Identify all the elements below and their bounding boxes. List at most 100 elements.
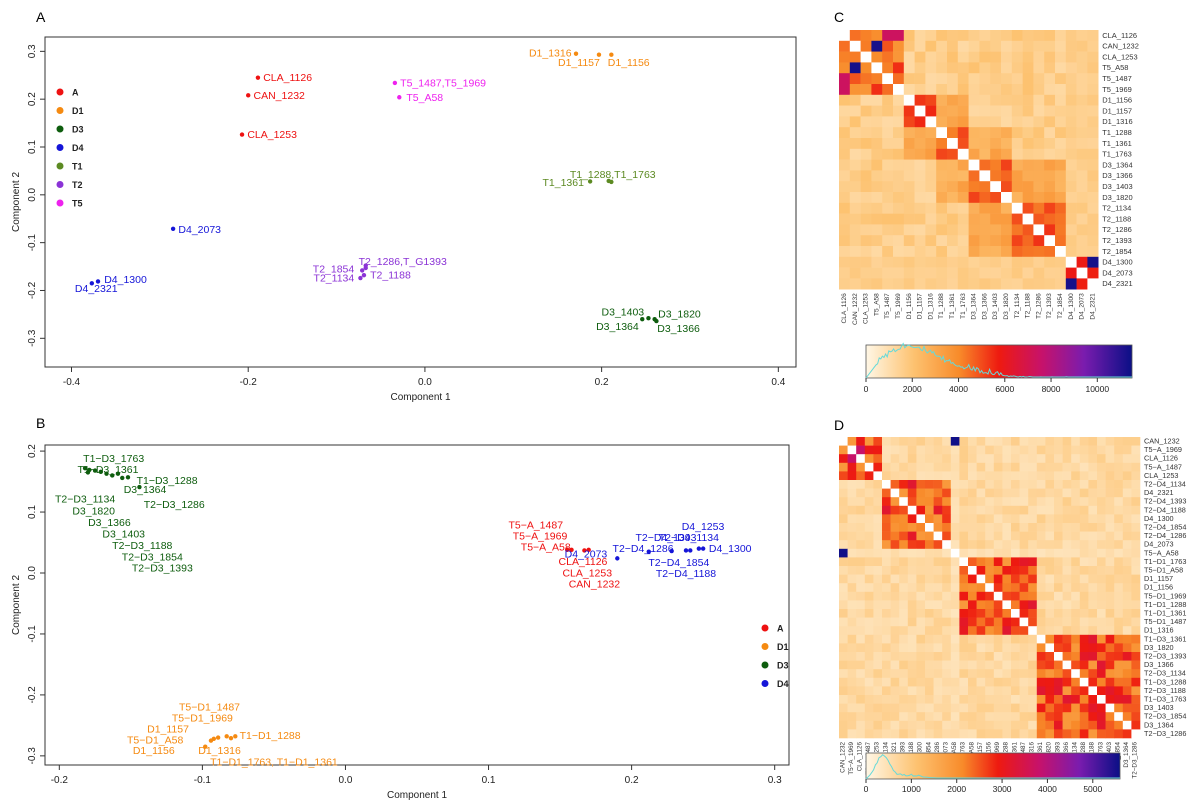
heatmap-cell (968, 256, 980, 268)
heatmap-cell (993, 523, 1003, 532)
heatmap-cell (873, 729, 883, 739)
heatmap-cell (1011, 224, 1023, 236)
heatmap-cell (847, 497, 857, 507)
heatmap-cell (936, 246, 948, 258)
heatmap-cell (942, 497, 952, 507)
heatmap-cell (1045, 574, 1055, 584)
x-axis-label: Component 1 (387, 790, 447, 801)
heatmap-cell (882, 105, 894, 117)
heatmap-cell (856, 548, 866, 558)
heatmap-cell (1079, 591, 1089, 601)
heatmap-cell (976, 480, 986, 489)
row-label: T5−A_A58 (1144, 548, 1179, 557)
heatmap-cell (864, 669, 874, 679)
heatmap-cell (1087, 213, 1099, 225)
data-point-d4 (95, 279, 101, 284)
heatmap-cell (1114, 695, 1124, 704)
heatmap-cell (1002, 437, 1012, 446)
heatmap-cell (882, 267, 894, 279)
heatmap-cell (1011, 617, 1020, 627)
heatmap-cell (882, 62, 894, 74)
heatmap-cell (993, 643, 1003, 653)
heatmap-cell (1114, 454, 1124, 464)
heatmap-cell (1088, 574, 1098, 584)
heatmap-cell (873, 540, 883, 550)
heatmap-cell (1036, 557, 1046, 567)
heatmap-cell (893, 278, 905, 290)
heatmap-cell (933, 626, 943, 636)
heatmap-cell (1079, 609, 1089, 618)
heatmap-cell (860, 94, 872, 106)
heatmap-cell (860, 213, 872, 225)
heatmap-cell (985, 437, 995, 446)
heatmap-cell (847, 557, 857, 567)
heatmap-cell (1011, 729, 1020, 739)
heatmap-cell (839, 660, 848, 670)
heatmap-cell (947, 224, 959, 236)
heatmap-cell (1079, 703, 1089, 713)
colorbar-tick-label: 8000 (1042, 384, 1061, 394)
heatmap-cell (899, 617, 909, 627)
heatmap-cell (968, 267, 980, 279)
heatmap-cell (1071, 548, 1081, 558)
heatmap-cell (1036, 454, 1046, 464)
data-point-t1 (587, 179, 593, 184)
heatmap-cell (873, 497, 883, 507)
heatmap-cell (1131, 600, 1141, 610)
heatmap-cell (993, 531, 1003, 541)
heatmap-cell (882, 213, 894, 225)
heatmap-cell (925, 84, 937, 96)
heatmap-cell (979, 246, 991, 258)
x-tick-label: -0.2 (51, 775, 69, 786)
heatmap-cell (1011, 514, 1020, 524)
point-label: T2−D3_1854 (122, 552, 183, 564)
column-label: D3_1364 (971, 293, 978, 320)
heatmap-cell (942, 643, 952, 653)
heatmap-cell (1036, 540, 1046, 550)
heatmap-cell (882, 480, 891, 489)
heatmap-cell (933, 729, 943, 739)
heatmap-cell (942, 437, 952, 446)
heatmap-cell (1001, 94, 1013, 106)
row-label: D4_2073 (1102, 268, 1132, 277)
heatmap-cell (1044, 224, 1056, 236)
point-label: T2−D4_1393 (635, 532, 696, 544)
heatmap-cell (1079, 437, 1089, 446)
heatmap-cell (849, 127, 861, 139)
heatmap-cell (1001, 116, 1013, 128)
row-label: T2_1286 (1102, 225, 1132, 234)
heatmap-cell (1033, 62, 1045, 74)
heatmap-cell (976, 505, 986, 515)
heatmap-cell (1122, 695, 1132, 704)
heatmap-cell (925, 703, 934, 713)
heatmap-cell (1054, 652, 1063, 661)
heatmap-cell (957, 127, 969, 139)
heatmap-cell (985, 703, 995, 713)
heatmap-cell (942, 626, 952, 636)
heatmap-cell (1019, 703, 1029, 713)
heatmap-cell (936, 105, 948, 117)
heatmap-cell (860, 62, 872, 74)
heatmap-cell (942, 695, 952, 704)
heatmap-cell (1076, 246, 1088, 258)
heatmap-cell (1001, 84, 1013, 96)
point-label: D4_1253 (682, 521, 725, 533)
column-label: CLA_1126 (841, 293, 848, 324)
data-point-t2 (359, 268, 365, 273)
heatmap-cell (1076, 202, 1088, 214)
heatmap-cell (1028, 574, 1038, 584)
heatmap-cell (1002, 712, 1012, 722)
heatmap-cell (1054, 437, 1063, 446)
heatmap-cell (1055, 40, 1067, 52)
heatmap-cell (893, 170, 905, 182)
heatmap-cell (1002, 480, 1012, 489)
heatmap-cell (914, 138, 926, 150)
heatmap-cell (1028, 669, 1038, 679)
heatmap-cell (860, 138, 872, 150)
heatmap-cell (1022, 116, 1034, 128)
heatmap-cell (1087, 202, 1099, 214)
heatmap-cell (1028, 454, 1038, 464)
heatmap-cell (976, 488, 986, 498)
heatmap-cell (985, 660, 995, 670)
column-label: D3_1403 (992, 293, 999, 320)
